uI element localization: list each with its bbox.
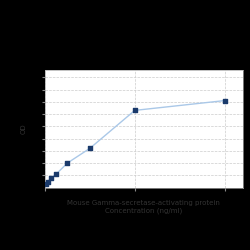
Point xyxy=(46,180,50,184)
Y-axis label: OD: OD xyxy=(21,124,27,134)
Point xyxy=(133,108,137,112)
Point xyxy=(66,161,70,165)
Point xyxy=(48,176,52,180)
Point xyxy=(54,172,58,176)
Point xyxy=(222,98,226,102)
Point xyxy=(88,146,92,150)
X-axis label: Mouse Gamma-secretase-activating protein
Concentration (ng/ml): Mouse Gamma-secretase-activating protein… xyxy=(67,200,220,214)
Point xyxy=(44,182,48,186)
